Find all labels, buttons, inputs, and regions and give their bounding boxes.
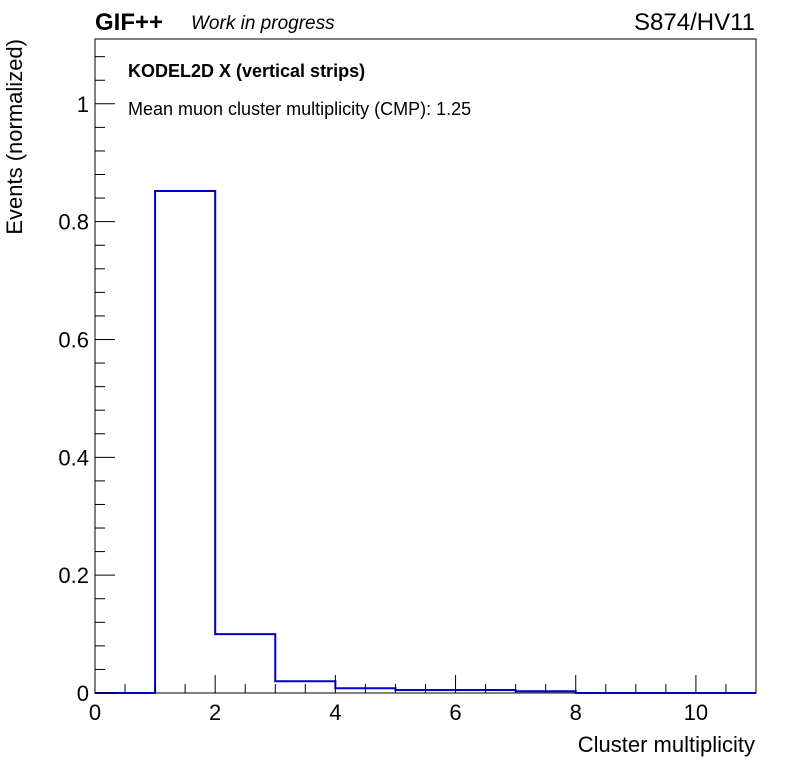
x-axis-title: Cluster multiplicity [578,732,755,757]
axes-group: 0 2 4 6 8 10 0 0.2 0.4 0.6 0.8 1 [58,56,757,725]
histogram-bin [155,191,215,693]
y-tick-label: 0.6 [58,327,89,352]
x-tick-label: 8 [570,700,582,725]
y-tick-label: 0 [77,681,89,706]
y-axis-title: Events (normalized) [2,39,27,235]
experiment-label: GIF++ [95,9,163,36]
y-tick-label: 0.4 [58,445,89,470]
y-tick-label: 0.8 [58,210,89,235]
histogram-group [95,190,756,694]
y-tick-label: 1 [77,92,89,117]
x-tick-label: 10 [684,700,708,725]
plot-frame [94,38,757,694]
annotation-detector: KODEL2D X (vertical strips) [128,61,365,81]
run-label: S874/HV11 [634,9,755,36]
x-tick-label: 0 [89,700,101,725]
annotation-cmp: Mean muon cluster multiplicity (CMP): 1.… [128,99,471,119]
histogram-line [95,190,756,694]
y-tick-label: 0.2 [58,563,89,588]
x-tick-label: 4 [329,700,341,725]
status-label: Work in progress [191,13,335,34]
x-tick-label: 2 [209,700,221,725]
x-tick-label: 6 [449,700,461,725]
